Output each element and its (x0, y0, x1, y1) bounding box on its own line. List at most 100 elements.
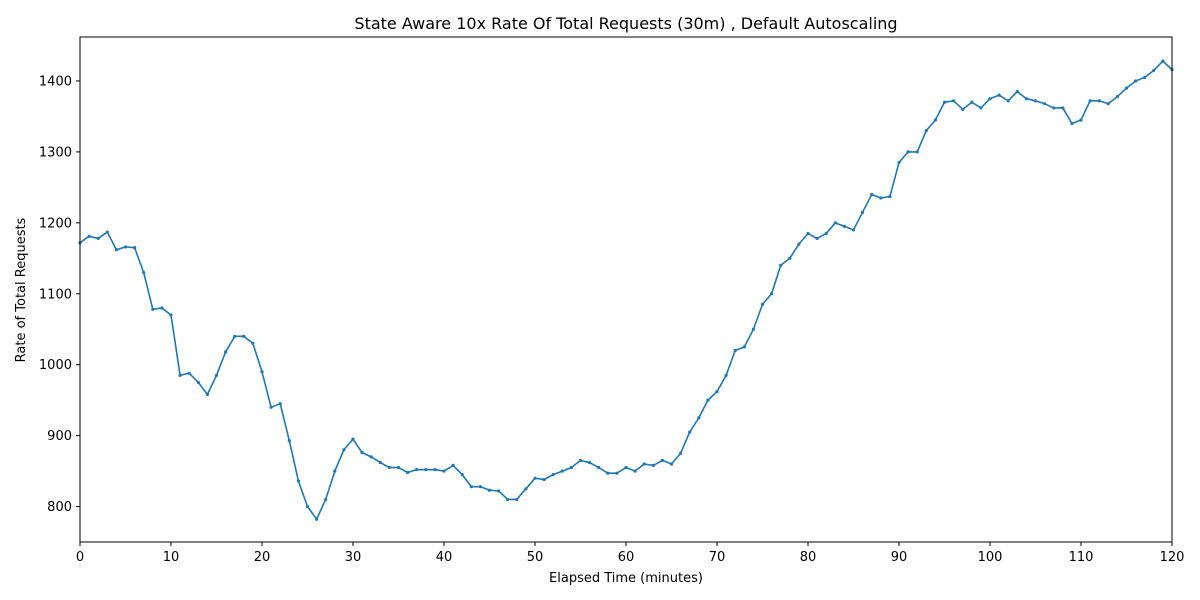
x-axis: 0 10 20 30 40 50 60 70 80 90 100 110 120 (76, 542, 1184, 565)
data-point (651, 463, 655, 467)
data-point (1161, 59, 1165, 63)
data-point (824, 231, 828, 236)
data-point (251, 341, 255, 345)
data-point (879, 196, 883, 200)
data-point (387, 465, 391, 470)
data-point (278, 402, 282, 406)
data-point (460, 473, 464, 477)
data-point (624, 465, 628, 470)
data-point (406, 470, 410, 475)
data-point (178, 373, 182, 377)
data-point (942, 100, 947, 104)
data-point (688, 430, 692, 434)
data-point (315, 517, 319, 521)
data-point (806, 231, 810, 236)
data-point (497, 489, 501, 493)
data-point (760, 302, 765, 306)
data-point (160, 306, 164, 310)
y-tick-label: 1100 (39, 287, 72, 302)
data-point (324, 497, 328, 502)
data-point (87, 234, 91, 238)
data-point (724, 373, 728, 377)
x-tick-label: 70 (709, 550, 726, 565)
data-point (351, 437, 355, 441)
data-point (96, 236, 100, 241)
data-point (961, 107, 965, 111)
data-point (988, 97, 992, 101)
data-point (770, 292, 774, 296)
data-point (979, 106, 983, 110)
data-point (214, 373, 219, 377)
data-point (524, 487, 528, 491)
data-point (396, 465, 401, 470)
data-point (533, 476, 537, 480)
plot-area (78, 36, 1174, 543)
data-point (615, 471, 619, 475)
y-tick-label: 900 (47, 429, 72, 444)
data-point (224, 350, 228, 354)
data-point (933, 118, 938, 122)
data-point (1033, 99, 1038, 103)
data-point (679, 451, 683, 455)
data-point (1106, 102, 1110, 106)
data-point (260, 370, 264, 374)
data-point (578, 458, 583, 463)
data-point (797, 242, 801, 246)
y-tick-label: 1300 (39, 145, 72, 160)
data-point (242, 334, 246, 338)
y-tick-label: 1200 (39, 216, 72, 231)
data-point (861, 210, 865, 214)
data-point (633, 469, 637, 473)
data-point (815, 236, 819, 241)
data-point (1052, 106, 1056, 110)
x-tick-label: 40 (436, 550, 453, 565)
data-point (924, 129, 928, 133)
data-point (1006, 99, 1010, 103)
data-point (287, 438, 291, 443)
data-point (897, 160, 901, 165)
data-point (1097, 99, 1101, 103)
data-point (888, 194, 892, 199)
x-tick-label: 10 (163, 550, 180, 565)
data-point (305, 504, 310, 509)
chart-title: State Aware 10x Rate Of Total Requests (… (354, 14, 897, 33)
data-point (269, 405, 273, 409)
data-point (169, 313, 173, 317)
data-point (669, 462, 674, 466)
y-tick-label: 1000 (39, 358, 72, 373)
data-point (1143, 75, 1147, 80)
data-point (569, 465, 574, 470)
data-point (196, 380, 200, 385)
data-point (833, 221, 837, 225)
series-line (79, 60, 1173, 521)
x-axis-label: Elapsed Time (minutes) (549, 571, 703, 586)
data-point (1088, 99, 1092, 103)
data-point (952, 99, 956, 103)
data-point (542, 477, 546, 482)
data-point (870, 192, 874, 197)
data-point (478, 485, 482, 489)
data-point (715, 390, 719, 394)
data-point (851, 228, 856, 232)
y-tick-label: 1400 (39, 74, 72, 89)
data-point (424, 468, 428, 472)
data-point (597, 465, 601, 470)
data-point (842, 224, 847, 228)
x-tick-label: 50 (527, 550, 544, 565)
y-axis: 800 900 1000 1100 1200 1300 1400 (39, 74, 80, 515)
data-point (114, 248, 118, 252)
data-point (506, 497, 510, 502)
data-point (1015, 90, 1019, 94)
data-point (742, 345, 746, 349)
data-point (105, 230, 109, 234)
data-point (997, 93, 1001, 97)
data-point (588, 460, 592, 465)
x-tick-label: 90 (891, 550, 908, 565)
data-point (751, 327, 756, 331)
data-point (342, 448, 346, 452)
data-point (733, 348, 737, 353)
data-point (1124, 86, 1129, 90)
x-tick-label: 30 (345, 550, 362, 565)
data-point (970, 100, 974, 104)
data-point (442, 469, 446, 473)
